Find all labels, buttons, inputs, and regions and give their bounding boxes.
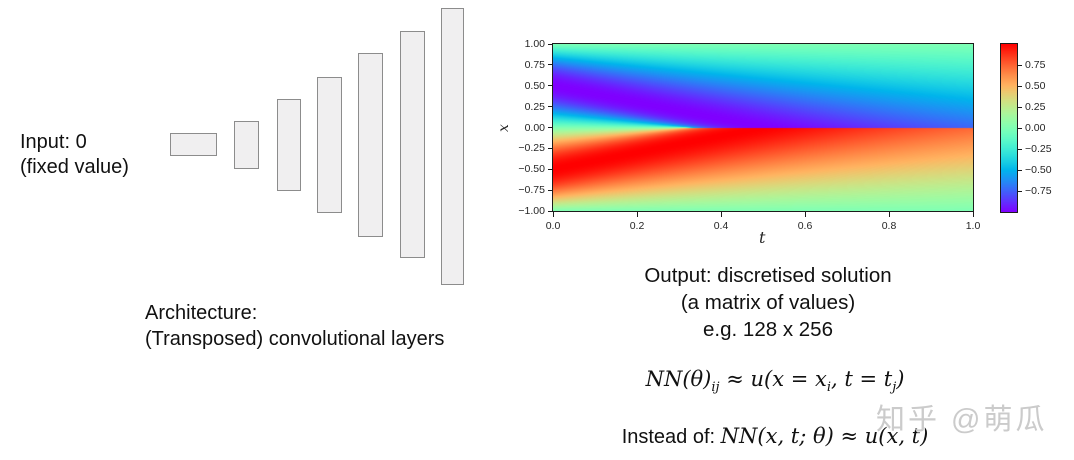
input-label-line1: Input: 0 (20, 131, 87, 153)
x-tick-mark (636, 212, 638, 217)
architecture-caption: Architecture: (Transposed) convolutional… (145, 300, 444, 352)
x-tick-label: 0.8 (881, 220, 897, 232)
output-caption-line3: e.g. 128 x 256 (703, 318, 833, 341)
y-tick-mark (548, 64, 553, 66)
conv-layer-bar-7 (441, 8, 464, 285)
y-tick-label: 0.00 (524, 121, 545, 134)
colorbar-tick-label: 0.25 (1025, 101, 1046, 113)
y-tick-label: −0.50 (518, 163, 545, 176)
x-tick-label: 1.0 (965, 220, 981, 232)
colorbar-tick-mark (1018, 148, 1022, 150)
y-tick-mark (548, 189, 553, 191)
colorbar-tick-label: −0.75 (1025, 185, 1052, 197)
x-tick-label: 0.0 (545, 220, 561, 232)
colorbar-tick-label: −0.50 (1025, 164, 1052, 176)
y-tick-label: −0.75 (518, 184, 545, 197)
colorbar-tick-mark (1018, 64, 1022, 66)
y-tick-mark (548, 168, 553, 170)
conv-layer-bar-4 (317, 77, 342, 213)
x-tick-mark (720, 212, 722, 217)
architecture-caption-line1: Architecture: (145, 302, 258, 324)
y-tick-label: 0.25 (524, 100, 545, 113)
colorbar-tick-mark (1018, 127, 1022, 129)
colorbar-tick-mark (1018, 169, 1022, 171)
y-tick-mark (548, 43, 553, 45)
y-tick-mark (548, 106, 553, 108)
y-tick-label: 0.50 (524, 79, 545, 92)
x-tick-label: 0.2 (629, 220, 645, 232)
conv-layer-bar-3 (277, 99, 301, 191)
y-tick-mark (548, 127, 553, 128)
y-axis-label: x (495, 124, 512, 132)
x-axis-label: t (759, 228, 766, 247)
colorbar-tick-label: −0.25 (1025, 143, 1052, 155)
output-caption-line2: (a matrix of values) (680, 291, 856, 314)
y-tick-label: 0.75 (524, 58, 545, 71)
y-tick-mark (548, 210, 553, 212)
colorbar-tick-label: 0.75 (1025, 59, 1046, 71)
formula-instead-of: Instead of: NN(x, t; θ) ≈ u(x, t) (621, 424, 929, 448)
formula-discretised-nn: NN(θ)ij ≈ u(x = xi, t = tj) (645, 367, 905, 396)
y-tick-label: −1.00 (518, 205, 545, 217)
colorbar-tick-mark (1018, 106, 1022, 108)
colorbar-tick-mark (1018, 85, 1022, 87)
zhihu-watermark: 知乎 @萌瓜 (876, 404, 1048, 436)
x-tick-mark (972, 212, 974, 217)
input-label-line2: (fixed value) (20, 156, 129, 178)
colorbar (1000, 43, 1018, 213)
y-tick-mark (548, 85, 553, 87)
colorbar-tick-label: 0.50 (1025, 80, 1046, 92)
y-tick-label: 1.00 (524, 38, 545, 50)
architecture-caption-line2: (Transposed) convolutional layers (145, 328, 445, 350)
x-tick-mark (552, 212, 554, 217)
solution-heatmap (552, 43, 974, 212)
colorbar-tick-label: 0.00 (1025, 122, 1046, 134)
input-label: Input: 0 (fixed value) (20, 130, 129, 180)
conv-layer-bar-1 (170, 133, 217, 156)
y-tick-mark (548, 147, 553, 149)
x-tick-label: 0.6 (797, 220, 813, 232)
x-tick-mark (888, 212, 890, 217)
x-tick-mark (804, 212, 806, 217)
output-caption-line1: Output: discretised solution (644, 264, 892, 287)
conv-layer-bar-6 (400, 31, 425, 258)
conv-layer-bar-2 (234, 121, 259, 169)
y-tick-label: −0.25 (518, 142, 545, 155)
x-tick-label: 0.4 (713, 220, 729, 232)
colorbar-tick-mark (1018, 190, 1022, 192)
conv-layer-bar-5 (358, 53, 383, 237)
